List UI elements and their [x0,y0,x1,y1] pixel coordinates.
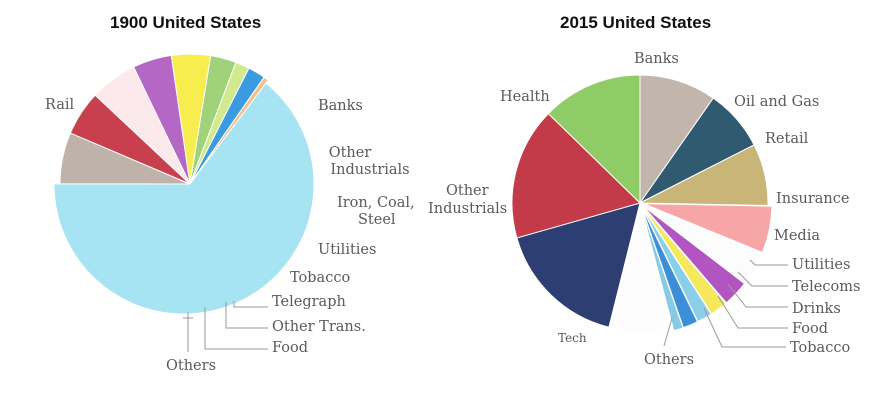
label-tobacco: Tobacco [290,270,350,286]
chart-title-1900: 1900 United States [110,13,262,32]
label-food: Food [792,321,828,337]
label-rail: Rail [45,97,75,113]
leader-telecoms [737,271,788,287]
label-drinks: Drinks [792,301,841,317]
label-other-industrials-1: Other [446,183,489,199]
label-iron-coal-steel-2: Steel [358,212,396,228]
label-retail: Retail [765,131,809,147]
chart-title-2015: 2015 United States [560,13,712,32]
pie-2015-united-states: Banks Oil and Gas Retail Insurance Media Util… [428,51,860,368]
label-utilities: Utilities [792,257,850,273]
slice-health [547,74,641,205]
leader-food [204,307,268,350]
label-media: Media [774,228,820,244]
slice-retail [639,144,769,206]
label-insurance: Insurance [776,191,849,207]
leader-drinks [727,283,788,308]
leader-others [183,312,193,352]
label-tech: Tech [558,331,587,345]
label-banks: Banks [634,51,679,67]
label-food: Food [272,340,308,356]
label-other-industrials-2: Industrials [330,162,409,178]
slice-tobacco [640,206,684,332]
leader-utilities [749,259,788,266]
label-oil-and-gas: Oil and Gas [734,94,819,110]
label-others: Others [644,352,694,368]
slice-media [643,204,763,284]
slice-insurance [643,203,773,254]
slice-rail [53,79,315,315]
label-iron-coal-steel-1: Iron, Coal, [337,195,415,211]
leader-food [717,295,788,329]
slice-other-industrials [511,112,641,239]
leader-others [663,317,673,347]
label-utilities: Utilities [318,242,376,258]
label-other-industrials-1: Other [329,145,372,161]
leader-tobacco [703,307,786,348]
label-health: Health [500,89,550,105]
slice-others [189,76,269,185]
label-telecoms: Telecoms [792,279,860,295]
slice-telecoms [641,205,727,315]
label-others: Others [166,358,216,374]
label-other-trans: Other Trans. [272,319,366,335]
leader-telegraph [233,301,268,308]
leader-other-trans [225,302,268,329]
label-banks: Banks [318,98,363,114]
label-tobacco: Tobacco [790,340,850,356]
slice-banks [639,74,714,205]
slice-tech [516,202,641,328]
label-telegraph: Telegraph [272,294,346,310]
label-other-industrials-2: Industrials [428,201,507,217]
